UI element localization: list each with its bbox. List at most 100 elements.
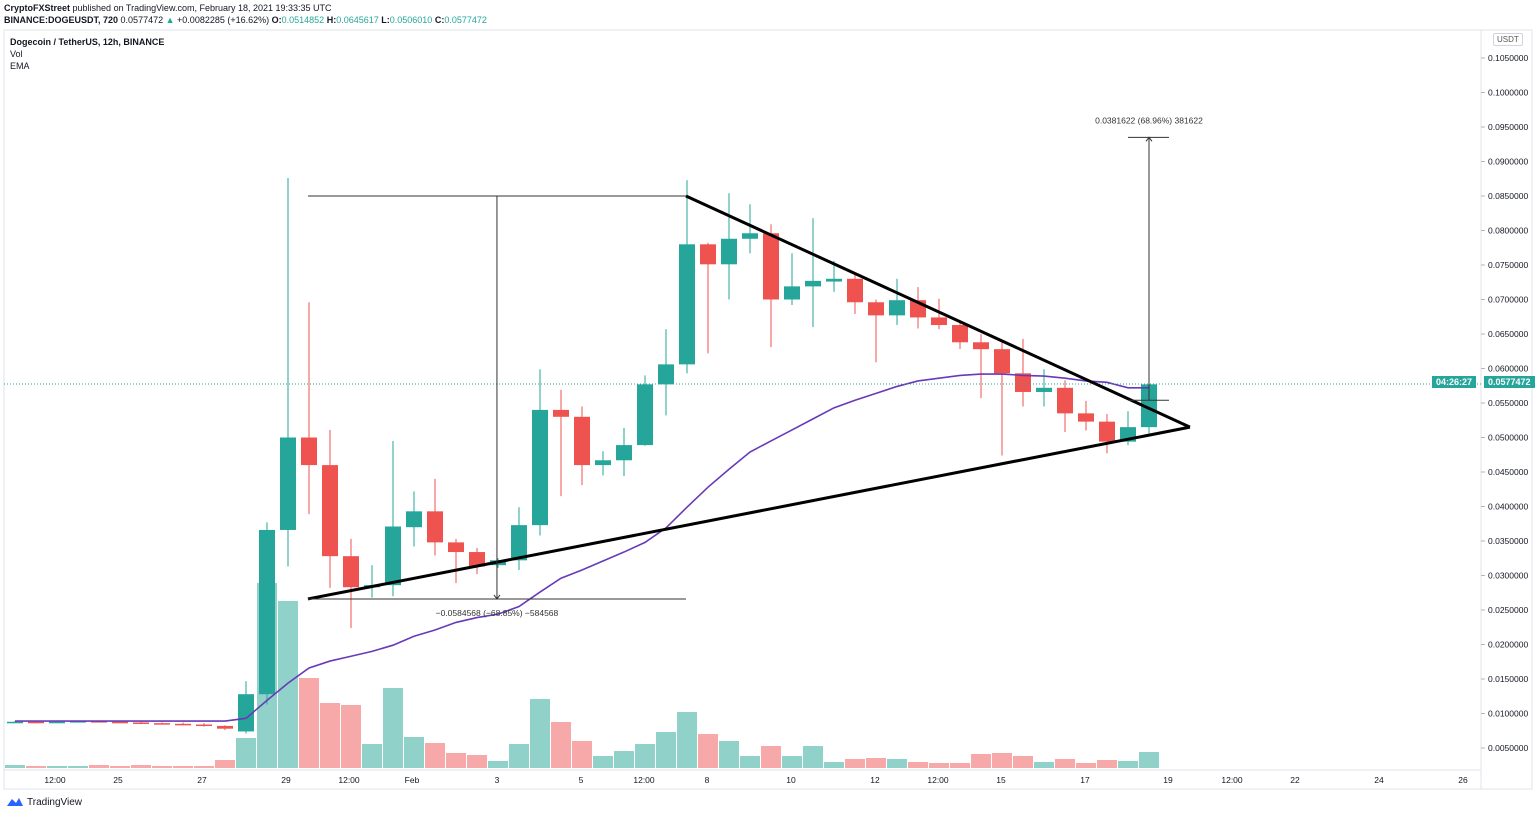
volume-bar [656, 732, 676, 768]
volume-bar [383, 688, 403, 768]
up-triangle-icon: ▲ [165, 15, 175, 25]
volume-bar [110, 766, 130, 768]
price-tick-label: 0.0700000 [1488, 295, 1528, 305]
volume-bar [551, 722, 571, 768]
volume-bar [131, 765, 151, 768]
volume-bar [173, 766, 193, 768]
volume-bar [341, 705, 361, 768]
low-value: 0.0506010 [389, 15, 433, 25]
symbol-info: BINANCE:DOGEUSDT, 720 0.0577472 ▲ +0.008… [4, 15, 487, 25]
price-tick-label: 0.0650000 [1488, 329, 1528, 339]
volume-bar [845, 759, 865, 768]
price-tick-label: 0.0550000 [1488, 398, 1528, 408]
volume-bar [824, 762, 844, 768]
candle-body [427, 511, 443, 543]
candle-body [931, 317, 947, 326]
price-tick-label: 0.0300000 [1488, 571, 1528, 581]
time-tick-label: 8 [705, 775, 710, 785]
candle-body [259, 529, 275, 695]
volume-bar [719, 741, 739, 768]
candle-body [7, 721, 23, 724]
volume-bar [887, 759, 907, 768]
volume-bar [593, 756, 613, 768]
volume-bar [740, 756, 760, 768]
time-tick-label: 19 [1163, 775, 1173, 785]
volume-bar [1097, 760, 1117, 768]
published-text: published on TradingView.com, February 1… [72, 3, 332, 13]
candle-body [574, 416, 590, 466]
legend: Dogecoin / TetherUS, 12h, BINANCE Vol EM… [10, 36, 164, 72]
legend-title: Dogecoin / TetherUS, 12h, BINANCE [10, 37, 165, 47]
price-tick-label: 0.0100000 [1488, 709, 1528, 719]
volume-bar [866, 758, 886, 768]
change: +0.0082285 (+16.62%) [177, 15, 270, 25]
volume-bar [467, 755, 487, 768]
volume-bar [488, 761, 508, 768]
volume-bar [677, 712, 697, 768]
volume-bar [761, 746, 781, 768]
time-tick-label: 5 [579, 775, 584, 785]
candle-body [1057, 387, 1073, 414]
candle-body [784, 286, 800, 300]
candle-body [973, 342, 989, 350]
candle-body [763, 233, 779, 300]
candle-body [847, 278, 863, 303]
volume-bar [509, 744, 529, 768]
candle-body [406, 511, 422, 528]
volume-bar [425, 743, 445, 768]
lower-trendline [307, 425, 1191, 601]
candle-body [826, 278, 842, 282]
bar-countdown: 04:26:27 [1432, 376, 1477, 388]
currency-unit[interactable]: USDT [1493, 33, 1523, 46]
time-tick-label: 12:00 [44, 775, 66, 785]
time-tick-label: 12:00 [338, 775, 360, 785]
candle-body [1141, 384, 1157, 428]
chart-frame [3, 29, 1533, 790]
close-label: C: [434, 15, 445, 25]
candle-body [469, 552, 485, 567]
open-label: O: [271, 15, 282, 25]
price-tick-label: 0.0500000 [1488, 433, 1528, 443]
volume-bar [152, 766, 172, 768]
candle-body [721, 238, 737, 265]
candle-body [1078, 413, 1094, 422]
volume-bar [614, 751, 634, 768]
upper-trendline [685, 194, 1191, 429]
price-tick-label: 0.0800000 [1488, 226, 1528, 236]
price-axis[interactable]: 0.1050000 0.1000000 0.0950000 0.0900000 0.08… [1481, 53, 1528, 753]
candle-series [7, 178, 1157, 734]
candle-body [154, 723, 170, 725]
candle-body [280, 437, 296, 530]
candle-body [217, 725, 233, 729]
price-tick-label: 0.0900000 [1488, 157, 1528, 167]
candle-body [868, 302, 884, 316]
volume-bar [1076, 763, 1096, 768]
tradingview-logo[interactable]: TradingView [6, 796, 82, 808]
time-tick-label: 12 [870, 775, 880, 785]
volume-bar [782, 756, 802, 768]
arrow-up-icon [1145, 136, 1153, 142]
legend-ema[interactable]: EMA [10, 61, 30, 71]
time-tick-label: 29 [281, 775, 291, 785]
candle-body [511, 525, 527, 561]
price-tick-label: 0.0400000 [1488, 502, 1528, 512]
price-tick-label: 0.0850000 [1488, 191, 1528, 201]
price-tick-label: 0.1050000 [1488, 53, 1528, 63]
candle-body [448, 542, 464, 553]
time-tick-label: 24 [1374, 775, 1384, 785]
volume-bar [5, 765, 25, 768]
arrow-down-icon [493, 594, 501, 600]
time-tick-label: 25 [113, 775, 123, 785]
time-tick-label: 17 [1080, 775, 1090, 785]
time-tick-label: 12:00 [927, 775, 949, 785]
volume-bar [446, 753, 466, 768]
time-axis[interactable]: 12:00 25 27 29 12:00 Feb 3 5 12:00 8 10 12 12:00 15 17… [44, 775, 1468, 785]
price-tick-label: 0.0450000 [1488, 467, 1528, 477]
legend-vol[interactable]: Vol [10, 49, 23, 59]
ema-line [15, 373, 1149, 722]
candle-body [112, 721, 128, 724]
volume-bar [803, 746, 823, 768]
target-measure-label: 0.0381622 (68.96%) 381622 [1095, 115, 1203, 125]
time-tick-label: 12:00 [1221, 775, 1243, 785]
